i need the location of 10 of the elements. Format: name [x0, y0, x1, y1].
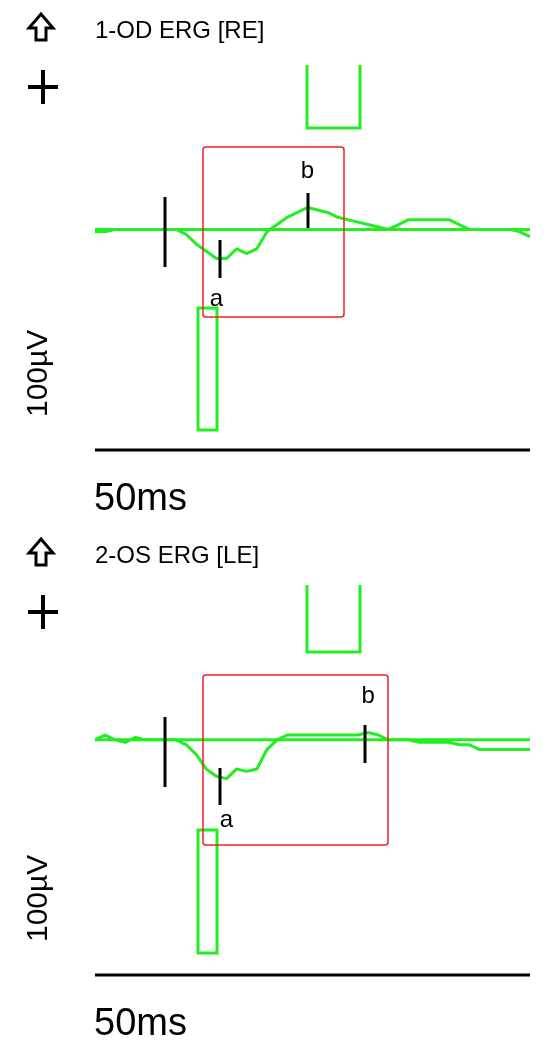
y-axis-title: 100µV: [20, 328, 54, 419]
y-axis-title: 100µV: [20, 853, 54, 944]
text: b: [361, 680, 375, 708]
annotation: a: [209, 284, 224, 312]
annotation: a: [219, 804, 234, 832]
text: b: [300, 155, 315, 183]
x-axis-title: 50ms: [94, 476, 187, 519]
chart-title: 1-OD ERG [RE]: [95, 16, 265, 44]
x-axis-title: 50ms: [94, 1001, 187, 1044]
chart-title: 2-OS ERG [LE]: [95, 541, 260, 569]
